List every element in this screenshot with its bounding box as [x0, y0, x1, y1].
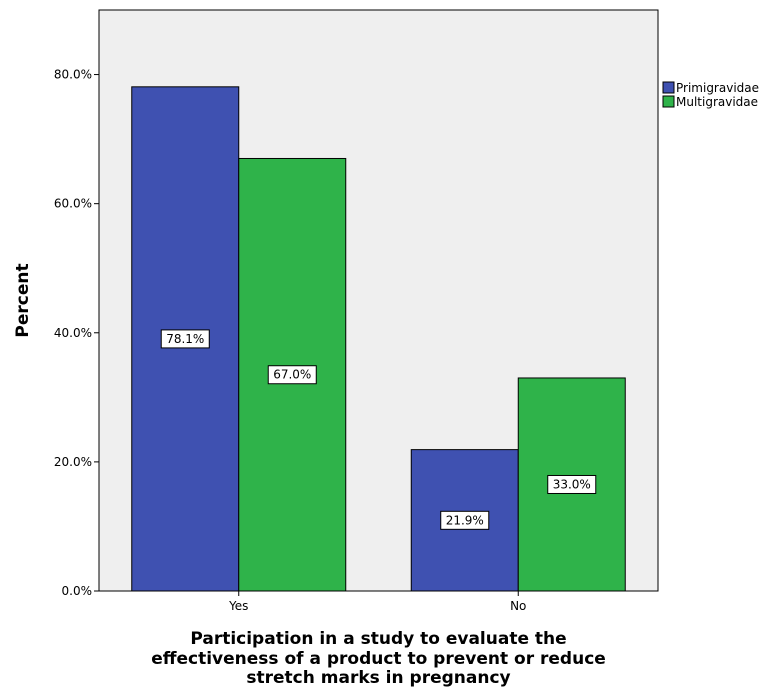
data-label-box: [440, 510, 490, 530]
x-axis-title: Participation in a study to evaluate the…: [151, 629, 606, 688]
y-tick-label: 20.0%: [54, 455, 92, 469]
y-tick-label: 0.0%: [62, 584, 93, 598]
x-tick-label: No: [510, 599, 526, 613]
x-tick-label: Yes: [228, 599, 248, 613]
y-tick-label: 40.0%: [54, 326, 92, 340]
legend-item-multigravidae: Multigravidae: [662, 95, 758, 109]
data-label-box: [267, 365, 317, 385]
data-label-primigravidae-no: 21.9%: [440, 510, 490, 530]
x-axis: Yes No: [228, 591, 526, 613]
data-label-box: [547, 474, 597, 494]
x-axis-title-line-2: effectiveness of a product to prevent or…: [151, 649, 606, 669]
legend-item-primigravidae: Primigravidae: [662, 81, 759, 95]
data-label-text: 21.9%: [446, 513, 484, 527]
x-axis-title-line-3: stretch marks in pregnancy: [246, 668, 510, 688]
data-labels: 78.1% 67.0% 21.9% 33.0%: [160, 329, 597, 530]
y-tick-label: 80.0%: [54, 68, 92, 82]
data-label-text: 78.1%: [166, 332, 204, 346]
y-axis: 0.0% 20.0% 40.0% 60.0% 80.0%: [54, 68, 99, 598]
y-tick-label: 60.0%: [54, 197, 92, 211]
legend-label: Multigravidae: [676, 95, 758, 109]
data-label-text: 33.0%: [553, 477, 591, 491]
legend-swatch: [662, 95, 675, 108]
y-axis-title: Percent: [13, 263, 33, 337]
data-label-box: [160, 329, 210, 349]
data-label-multigravidae-yes: 67.0%: [267, 365, 317, 385]
data-label-multigravidae-no: 33.0%: [547, 474, 597, 494]
data-label-text: 67.0%: [273, 368, 311, 382]
x-axis-title-line-1: Participation in a study to evaluate the: [190, 629, 566, 649]
legend-swatch: [662, 81, 675, 94]
legend-label: Primigravidae: [676, 81, 759, 95]
data-label-primigravidae-yes: 78.1%: [160, 329, 210, 349]
